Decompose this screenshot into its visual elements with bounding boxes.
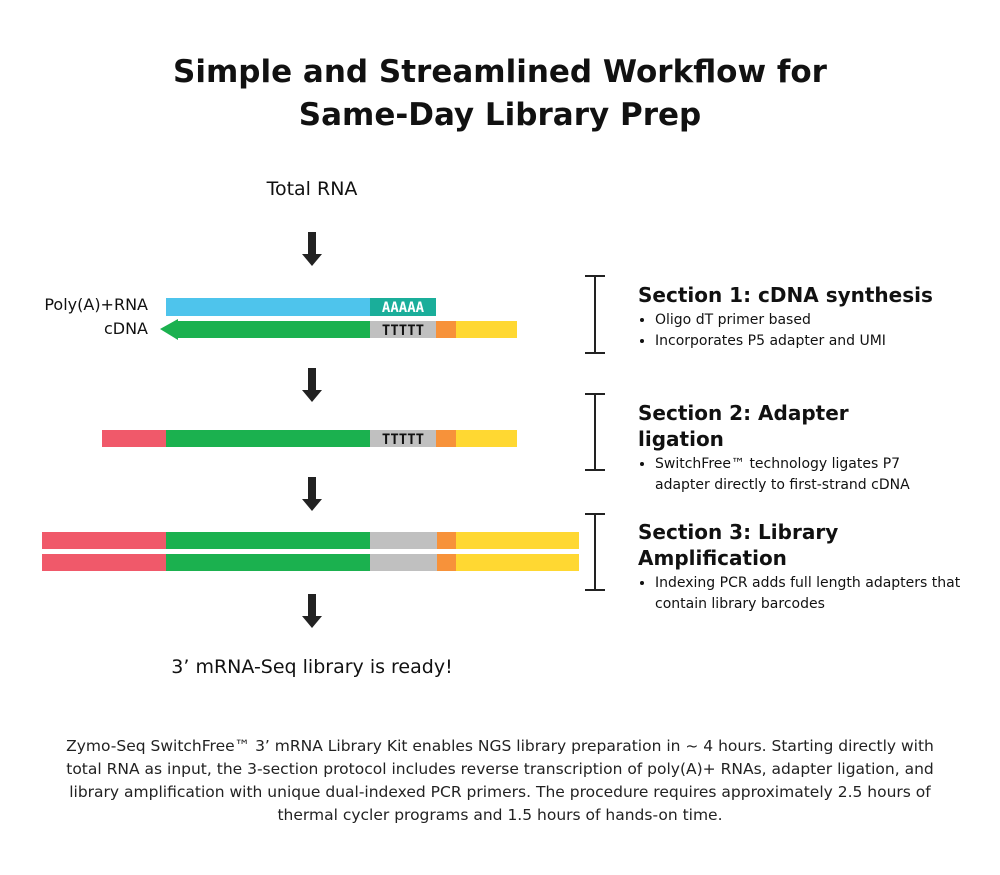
umi-segment — [437, 554, 456, 571]
p5-adapter-segment — [456, 554, 579, 571]
section-bullet: Indexing PCR adds full length adapters t… — [655, 573, 975, 615]
cdna-segment — [166, 554, 370, 571]
polya-text: AAAAA — [382, 300, 425, 316]
section-bullet: SwitchFree™ technology ligates P7 adapte… — [655, 454, 925, 496]
section-1: Section 1: cDNA synthesis Oligo dT prime… — [638, 282, 933, 352]
down-arrow-icon — [302, 594, 322, 628]
polya-rna-strand: AAAAA — [166, 298, 436, 316]
section-heading: Section 2: Adapter ligation — [638, 401, 849, 451]
p5-adapter-segment — [456, 321, 517, 338]
cdna-segment — [166, 430, 370, 447]
section-heading: Section 1: cDNA synthesis — [638, 283, 933, 307]
p7-adapter-segment — [42, 554, 166, 571]
section-2-bracket — [585, 393, 605, 471]
p5-adapter-segment — [456, 430, 517, 447]
polyt-segment — [370, 532, 437, 549]
total-rna-label: Total RNA — [266, 178, 358, 200]
polyt-segment — [370, 430, 436, 447]
section-heading: Section 3: Library Amplification — [638, 520, 839, 570]
polyt-text: TTTTT — [382, 432, 424, 448]
caption: Zymo-Seq SwitchFree™ 3’ mRNA Library Kit… — [66, 737, 934, 824]
polyt-segment — [370, 321, 436, 338]
polyt-segment — [370, 554, 437, 571]
section-bullet: Incorporates P5 adapter and UMI — [655, 331, 933, 352]
section-2: Section 2: Adapter ligation SwitchFree™ … — [638, 400, 938, 496]
umi-segment — [436, 430, 456, 447]
down-arrow-icon — [302, 368, 322, 402]
library-strand-1 — [42, 532, 579, 549]
polya-tail-segment — [370, 298, 436, 316]
library-ready-label: 3’ mRNA-Seq library is ready! — [171, 656, 453, 678]
down-arrow-icon — [302, 232, 322, 266]
down-arrow-icon — [302, 477, 322, 511]
p7-adapter-segment — [102, 430, 166, 447]
title-line-1: Simple and Streamlined Workflow for — [173, 54, 827, 90]
p5-adapter-segment — [456, 532, 579, 549]
cdna-segment — [166, 532, 370, 549]
p7-adapter-segment — [42, 532, 166, 549]
rna-label: Poly(A)+RNA — [44, 295, 148, 314]
section-bullet: Oligo dT primer based — [655, 310, 933, 331]
ligated-strand: TTTTT — [102, 430, 517, 448]
page-title: Simple and Streamlined Workflow for Same… — [0, 51, 1000, 137]
cdna-strand: TTTTT — [160, 319, 517, 340]
library-strand-2 — [42, 554, 579, 571]
rna-segment — [166, 298, 370, 316]
polyt-text: TTTTT — [382, 323, 424, 339]
cdna-label: cDNA — [103, 319, 148, 338]
umi-segment — [437, 532, 456, 549]
section-1-bracket — [585, 275, 605, 354]
cdna-arrow-segment — [160, 319, 370, 340]
section-3: Section 3: Library Amplification Indexin… — [638, 519, 978, 615]
umi-segment — [436, 321, 456, 338]
section-3-bracket — [585, 513, 605, 591]
title-line-2: Same-Day Library Prep — [298, 97, 702, 133]
